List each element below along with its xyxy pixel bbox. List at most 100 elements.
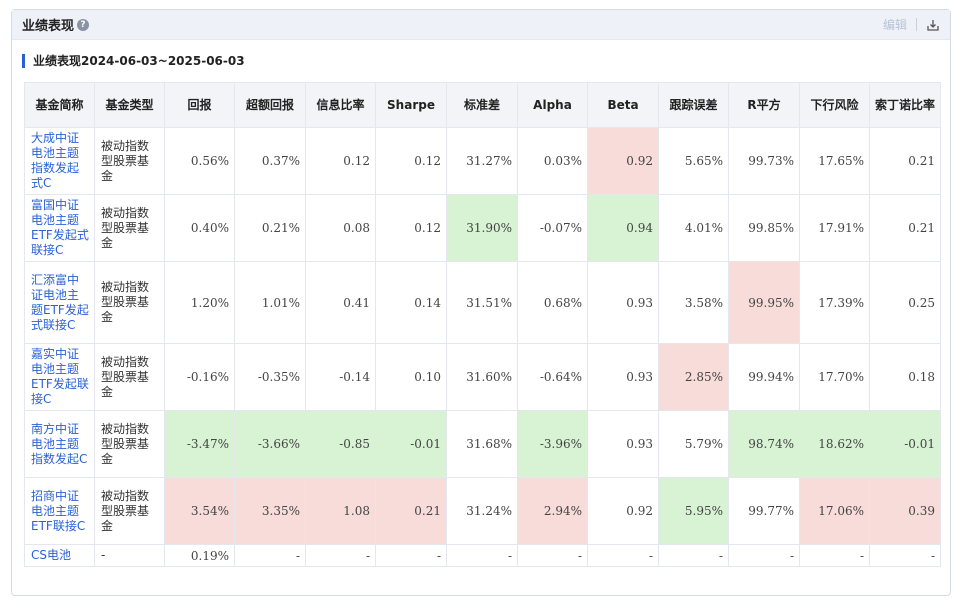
metric-cell: 99.85%	[728, 194, 800, 262]
metric-cell: 3.54%	[164, 477, 235, 545]
metric-cell: -	[446, 544, 518, 567]
metric-cell: 0.12	[375, 194, 447, 262]
col-header[interactable]: 信息比率	[305, 82, 376, 128]
col-header[interactable]: 回报	[164, 82, 235, 128]
fund-name-link[interactable]: 南方中证电池主题指数发起C	[24, 410, 95, 478]
metric-cell: 0.19%	[164, 544, 235, 567]
metric-cell: -	[305, 544, 376, 567]
metric-cell: 99.73%	[728, 127, 800, 195]
fund-type-cell: 被动指数型股票基金	[94, 261, 165, 344]
col-header[interactable]: 跟踪误差	[658, 82, 729, 128]
metric-cell: 0.93	[587, 343, 659, 411]
metric-cell: 17.06%	[799, 477, 870, 545]
metric-cell: -	[658, 544, 729, 567]
metric-cell: 31.60%	[446, 343, 518, 411]
metric-cell: -0.16%	[164, 343, 235, 411]
metric-cell: 0.68%	[517, 261, 588, 344]
col-header[interactable]: Sharpe	[375, 82, 447, 128]
metric-cell: 1.08	[305, 477, 376, 545]
table-row: 大成中证电池主题指数发起式C 被动指数型股票基金 0.56% 0.37% 0.12 0.1…	[24, 127, 941, 195]
fund-type-cell: -	[94, 544, 165, 567]
performance-panel: 业绩表现 ? 编辑 业绩表现2024-06-03~2025-06-03 基金简称…	[11, 9, 951, 596]
metric-cell: 0.25	[869, 261, 941, 344]
table-row: 嘉实中证电池主题ETF发起联接C 被动指数型股票基金 -0.16% -0.35% -0.…	[24, 343, 941, 411]
metric-cell: 5.95%	[658, 477, 729, 545]
metric-cell: 4.01%	[658, 194, 729, 262]
col-header[interactable]: 基金类型	[94, 82, 165, 128]
metric-cell: -0.35%	[234, 343, 306, 411]
panel-title: 业绩表现	[22, 19, 75, 34]
metric-cell: 0.14	[375, 261, 447, 344]
metric-cell: 99.95%	[728, 261, 800, 344]
help-icon[interactable]: ?	[77, 18, 90, 31]
metric-cell: 0.93	[587, 410, 659, 478]
table-row: 招商中证电池主题ETF联接C 被动指数型股票基金 3.54% 3.35% 1.08 0.2…	[24, 477, 941, 545]
table-row: 富国中证电池主题ETF发起式联接C 被动指数型股票基金 0.40% 0.21% 0.08…	[24, 194, 941, 262]
col-header[interactable]: 超额回报	[234, 82, 306, 128]
metric-cell: -	[587, 544, 659, 567]
metric-cell: 17.39%	[799, 261, 870, 344]
metric-cell: 0.40%	[164, 194, 235, 262]
metric-cell: 1.01%	[234, 261, 306, 344]
metric-cell: 1.20%	[164, 261, 235, 344]
fund-name-link[interactable]: CS电池	[24, 544, 95, 567]
metric-cell: 0.18	[869, 343, 941, 411]
metric-cell: 17.70%	[799, 343, 870, 411]
table-body: 大成中证电池主题指数发起式C 被动指数型股票基金 0.56% 0.37% 0.12 0.1…	[24, 127, 941, 567]
metric-cell: -0.14	[305, 343, 376, 411]
fund-name-link[interactable]: 富国中证电池主题ETF发起式联接C	[24, 194, 95, 262]
metric-cell: 0.37%	[234, 127, 306, 195]
metric-cell: -0.01	[375, 410, 447, 478]
metric-cell: 0.94	[587, 194, 659, 262]
fund-type-cell: 被动指数型股票基金	[94, 127, 165, 195]
table-row: 南方中证电池主题指数发起C 被动指数型股票基金 -3.47% -3.66% -0.85-…	[24, 410, 941, 478]
metric-cell: -3.47%	[164, 410, 235, 478]
metric-cell: 31.24%	[446, 477, 518, 545]
metric-cell: 3.35%	[234, 477, 306, 545]
export-icon[interactable]	[926, 18, 940, 32]
col-header[interactable]: 基金简称	[24, 82, 95, 128]
metric-cell: 5.79%	[658, 410, 729, 478]
fund-name-link[interactable]: 汇添富中证电池主题ETF发起式联接C	[24, 261, 95, 344]
metric-cell: 0.08	[305, 194, 376, 262]
metric-cell: 0.21	[375, 477, 447, 545]
fund-name-link[interactable]: 招商中证电池主题ETF联接C	[24, 477, 95, 545]
metric-cell: 0.56%	[164, 127, 235, 195]
edit-button[interactable]: 编辑	[882, 18, 907, 32]
metric-cell: 98.74%	[728, 410, 800, 478]
col-header[interactable]: Alpha	[517, 82, 588, 128]
metric-cell: 99.94%	[728, 343, 800, 411]
metric-cell: -3.66%	[234, 410, 306, 478]
metric-cell: 31.68%	[446, 410, 518, 478]
metric-cell: 0.92	[587, 477, 659, 545]
metric-cell: -3.96%	[517, 410, 588, 478]
col-header[interactable]: 标准差	[446, 82, 518, 128]
col-header[interactable]: Beta	[587, 82, 659, 128]
metric-cell: -	[728, 544, 800, 567]
performance-table: 基金简称 基金类型 回报 超额回报 信息比率 Sharpe 标准差 Alpha …	[24, 82, 941, 567]
metric-cell: 0.39	[869, 477, 941, 545]
metric-cell: 0.12	[305, 127, 376, 195]
metric-cell: -	[517, 544, 588, 567]
metric-cell: 0.12	[375, 127, 447, 195]
fund-name-link[interactable]: 大成中证电池主题指数发起式C	[24, 127, 95, 195]
metric-cell: 31.90%	[446, 194, 518, 262]
metric-cell: 0.03%	[517, 127, 588, 195]
metric-cell: 0.21%	[234, 194, 306, 262]
metric-cell: -	[375, 544, 447, 567]
metric-cell: 0.21	[869, 194, 941, 262]
metric-cell: 2.94%	[517, 477, 588, 545]
col-header[interactable]: 下行风险	[799, 82, 870, 128]
metric-cell: -	[799, 544, 870, 567]
metric-cell: -0.01	[869, 410, 941, 478]
col-header[interactable]: R平方	[728, 82, 800, 128]
metric-cell: 99.77%	[728, 477, 800, 545]
section-subtitle: 业绩表现2024-06-03~2025-06-03	[22, 54, 245, 68]
metric-cell: 0.93	[587, 261, 659, 344]
metric-cell: -	[234, 544, 306, 567]
col-header[interactable]: 索丁诺比率	[869, 82, 941, 128]
header-tools: 编辑	[883, 10, 940, 39]
metric-cell: 18.62%	[799, 410, 870, 478]
metric-cell: -0.07%	[517, 194, 588, 262]
fund-name-link[interactable]: 嘉实中证电池主题ETF发起联接C	[24, 343, 95, 411]
